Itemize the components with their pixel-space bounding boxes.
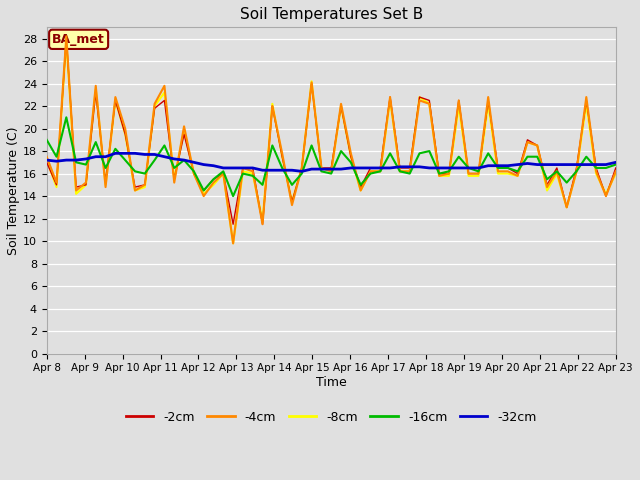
Title: Soil Temperatures Set B: Soil Temperatures Set B [239,7,423,22]
Text: BA_met: BA_met [52,33,105,46]
Y-axis label: Soil Temperature (C): Soil Temperature (C) [7,126,20,255]
Legend: -2cm, -4cm, -8cm, -16cm, -32cm: -2cm, -4cm, -8cm, -16cm, -32cm [121,406,541,429]
X-axis label: Time: Time [316,376,347,389]
